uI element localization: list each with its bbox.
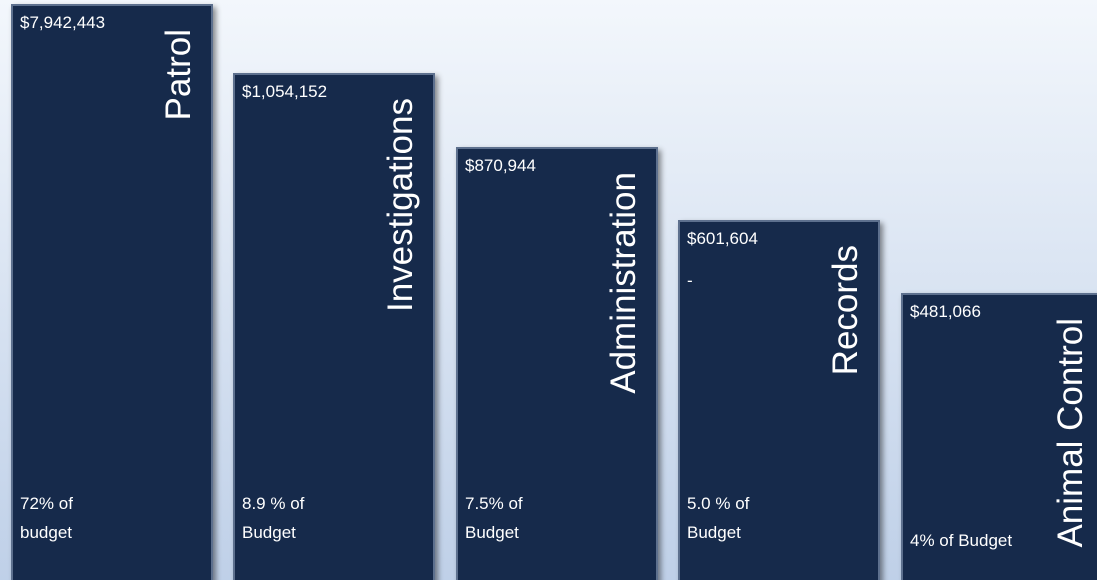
amount: $481,066 [910, 302, 981, 321]
bar [678, 220, 880, 580]
division-label: Animal Control [1051, 318, 1090, 548]
budget-share: 4% of Budget [910, 531, 1012, 550]
budget-share: 8.9 % of [242, 494, 305, 513]
budget-share: 72% of [20, 494, 73, 513]
bar [901, 293, 1097, 580]
division-bar: $870,944 Administration 7.5% of Budget [456, 147, 658, 580]
budget-share: Budget [687, 523, 741, 542]
budget-share: Budget [465, 523, 519, 542]
budget-share: Budget [242, 523, 296, 542]
amount: $870,944 [465, 156, 536, 175]
bar [11, 4, 213, 580]
budget-share: budget [20, 523, 72, 542]
division-bar: $1,054,152 Investigations 8.9 % of Budget [233, 73, 435, 580]
division-label: Investigations [381, 98, 420, 312]
budget-share: 7.5% of [465, 494, 523, 513]
division-label: Patrol [159, 29, 198, 120]
division-bar: $481,066 Animal Control 4% of Budget [901, 293, 1097, 580]
division-label: Records [826, 245, 865, 375]
bar [233, 73, 435, 580]
amount: $7,942,443 [20, 13, 105, 32]
division-bar: $601,604 - Records 5.0 % of Budget [678, 220, 880, 580]
note: - [687, 271, 693, 290]
division-label: Administration [604, 172, 643, 394]
bar [456, 147, 658, 580]
division-bar: $7,942,443 Patrol 72% of budget [11, 4, 213, 580]
amount: $601,604 [687, 229, 758, 248]
budget-share: 5.0 % of [687, 494, 750, 513]
amount: $1,054,152 [242, 82, 327, 101]
